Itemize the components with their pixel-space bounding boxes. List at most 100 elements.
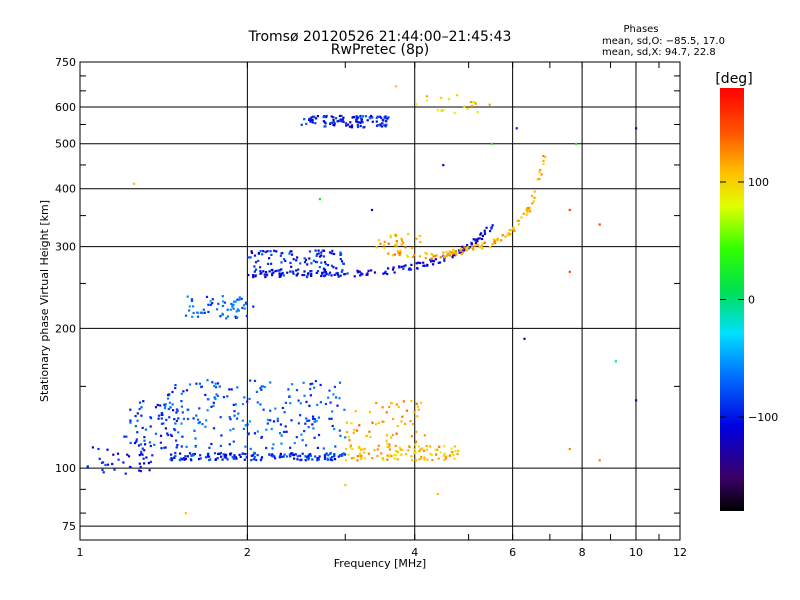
data-point bbox=[264, 271, 268, 274]
data-point bbox=[539, 168, 542, 171]
data-point bbox=[461, 251, 464, 254]
data-point bbox=[355, 118, 359, 121]
data-point bbox=[138, 401, 142, 404]
data-point bbox=[254, 261, 258, 264]
data-point bbox=[214, 458, 218, 461]
data-point bbox=[399, 251, 402, 254]
data-point bbox=[466, 244, 469, 247]
data-point bbox=[332, 116, 335, 119]
data-point bbox=[396, 424, 399, 428]
data-point bbox=[293, 457, 296, 460]
data-point bbox=[322, 274, 325, 278]
data-point bbox=[271, 453, 274, 456]
data-point bbox=[314, 122, 317, 125]
data-point bbox=[356, 459, 359, 462]
data-point bbox=[430, 252, 433, 256]
data-point bbox=[329, 457, 332, 460]
data-point bbox=[538, 177, 541, 180]
data-point bbox=[333, 385, 336, 388]
data-point bbox=[318, 255, 322, 258]
data-point bbox=[139, 443, 143, 446]
data-point bbox=[423, 434, 426, 437]
data-point bbox=[309, 453, 312, 456]
y-tick-label: 300 bbox=[55, 241, 76, 254]
data-point bbox=[285, 455, 289, 458]
data-point bbox=[179, 457, 182, 460]
data-point bbox=[309, 454, 312, 457]
data-point bbox=[209, 300, 212, 303]
data-point bbox=[472, 101, 475, 104]
data-point bbox=[389, 436, 393, 439]
data-point bbox=[400, 420, 403, 423]
data-point bbox=[181, 458, 184, 461]
data-point bbox=[350, 126, 354, 129]
data-point bbox=[280, 434, 283, 437]
data-point bbox=[329, 121, 332, 125]
data-point bbox=[345, 431, 349, 434]
data-point bbox=[397, 252, 400, 255]
data-point bbox=[392, 417, 395, 421]
data-point bbox=[414, 440, 418, 443]
data-point bbox=[274, 407, 277, 410]
data-point bbox=[410, 246, 413, 249]
data-point bbox=[341, 269, 344, 272]
data-point bbox=[174, 428, 177, 432]
data-point bbox=[386, 454, 389, 457]
data-point bbox=[262, 270, 265, 273]
data-point bbox=[177, 431, 180, 434]
data-point bbox=[398, 446, 401, 449]
data-point bbox=[309, 119, 312, 122]
data-point bbox=[213, 396, 216, 399]
data-point bbox=[272, 443, 275, 446]
data-point bbox=[296, 455, 299, 458]
data-point bbox=[179, 452, 182, 455]
data-point bbox=[454, 250, 457, 253]
data-point bbox=[123, 435, 126, 438]
data-point bbox=[234, 300, 237, 303]
data-point bbox=[289, 250, 292, 253]
data-point bbox=[97, 447, 100, 451]
data-point bbox=[283, 411, 286, 414]
data-point bbox=[168, 416, 171, 419]
data-point bbox=[337, 455, 340, 458]
data-point bbox=[260, 271, 263, 274]
data-point bbox=[400, 237, 403, 241]
data-point bbox=[385, 439, 388, 442]
data-point bbox=[111, 462, 114, 466]
data-point bbox=[316, 270, 320, 273]
colorbar-tick-label: 0 bbox=[748, 294, 755, 307]
data-point bbox=[419, 401, 423, 404]
data-point bbox=[386, 272, 389, 276]
data-point bbox=[288, 395, 291, 398]
data-point bbox=[483, 241, 486, 244]
data-point bbox=[426, 458, 429, 461]
data-point bbox=[216, 457, 219, 460]
data-point bbox=[221, 458, 224, 461]
data-point bbox=[318, 266, 321, 269]
data-point bbox=[404, 422, 407, 425]
data-point bbox=[443, 454, 446, 457]
data-point bbox=[268, 257, 271, 260]
data-point bbox=[422, 264, 425, 267]
data-point bbox=[285, 430, 288, 433]
data-point bbox=[410, 399, 413, 403]
data-point bbox=[322, 116, 325, 119]
data-point bbox=[443, 452, 446, 455]
data-point bbox=[188, 452, 192, 455]
data-point bbox=[154, 406, 158, 409]
data-point bbox=[215, 386, 218, 389]
data-point bbox=[445, 255, 448, 258]
data-point bbox=[323, 457, 326, 461]
data-point bbox=[279, 275, 282, 278]
data-point bbox=[232, 457, 235, 460]
data-point bbox=[423, 458, 426, 461]
data-point bbox=[461, 245, 464, 248]
data-point bbox=[378, 115, 382, 118]
data-point bbox=[198, 407, 201, 410]
data-point bbox=[303, 270, 306, 273]
data-point bbox=[263, 385, 266, 389]
data-point bbox=[395, 432, 398, 435]
data-point bbox=[230, 388, 233, 391]
data-point bbox=[185, 389, 189, 392]
